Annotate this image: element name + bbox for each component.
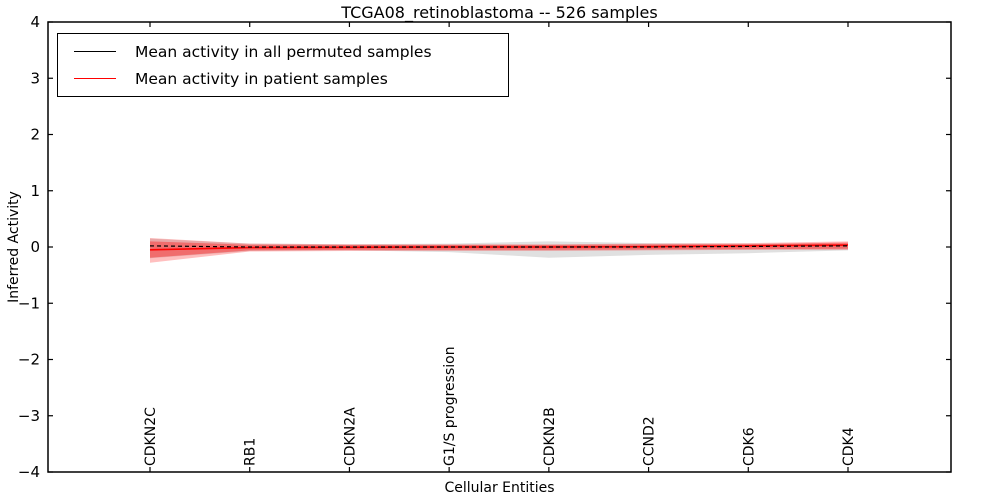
legend-label-permuted: Mean activity in all permuted samples	[135, 42, 432, 61]
x-tick-label: CDKN2B	[542, 407, 558, 466]
permuted-samples-std-band	[150, 238, 848, 259]
red-line-sample-icon	[74, 78, 116, 79]
x-tick-label: CDK4	[841, 427, 857, 466]
x-tick-label: CDKN2A	[342, 407, 358, 466]
x-tick-label: RB1	[243, 438, 259, 466]
chart-title: TCGA08_retinoblastoma -- 526 samples	[341, 3, 658, 22]
black-line-sample-icon	[74, 51, 116, 52]
y-tick-label: 4	[30, 13, 40, 31]
x-tick-label: CDK6	[741, 427, 757, 466]
x-tick-label: CDKN2C	[143, 407, 159, 466]
patient-samples-std-outer-band	[150, 238, 848, 263]
y-tick-label: −3	[18, 407, 40, 425]
y-tick-label: 2	[30, 126, 40, 144]
y-tick-label: −4	[18, 463, 40, 481]
y-tick-label: −1	[18, 294, 40, 312]
x-axis-label: Cellular Entities	[444, 480, 555, 496]
y-tick-label: 1	[30, 182, 40, 200]
y-axis-label: Inferred Activity	[6, 191, 22, 303]
legend-item-permuted: Mean activity in all permuted samples	[58, 39, 508, 65]
legend-item-patient: Mean activity in patient samples	[58, 66, 508, 92]
legend-label-patient: Mean activity in patient samples	[135, 69, 388, 88]
y-tick-label: 3	[30, 69, 40, 87]
y-tick-label: −2	[18, 351, 40, 369]
x-tick-label: G1/S progression	[442, 346, 458, 466]
series-line-permuted	[149, 245, 849, 248]
y-tick-label: 0	[30, 238, 40, 256]
x-tick-label: CCND2	[642, 416, 658, 466]
legend: Mean activity in all permuted samples Me…	[57, 33, 509, 97]
patient-samples-std-inner-band	[150, 241, 848, 258]
